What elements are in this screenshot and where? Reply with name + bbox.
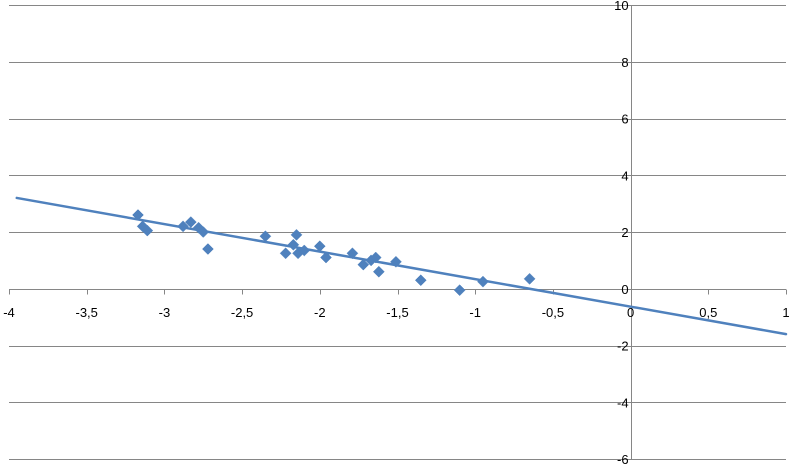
x-tick-label: 0: [627, 305, 634, 320]
x-tick-label: -3,5: [75, 305, 97, 320]
data-point: [357, 258, 370, 271]
data-point: [390, 255, 402, 268]
data-point: [184, 216, 197, 228]
x-tick-label: 0,5: [699, 305, 717, 320]
data-point: [372, 265, 385, 278]
x-tick-label: -1,5: [386, 305, 408, 320]
data-point: [177, 220, 189, 233]
data-point: [197, 226, 210, 238]
data-point: [287, 238, 300, 251]
trendline-layer: [15, 196, 788, 336]
x-tick-label: -1: [469, 305, 481, 320]
tick-labels: -4 -3,5 -3 -2,5 -2 -1,5 -1 -0,5 0 0,5 1 -6 -4 -2 0 2 4 6 8…: [3, 0, 789, 467]
x-tick-label: -0,5: [542, 305, 564, 320]
data-point: [313, 240, 326, 253]
y-tick-label: 6: [621, 112, 628, 127]
y-tick-label: 10: [614, 0, 628, 13]
data-point: [298, 244, 311, 257]
y-tick-label: -6: [617, 452, 629, 467]
data-point: [132, 209, 144, 221]
data-point: [346, 247, 359, 260]
data-point: [414, 274, 427, 287]
trendline: [15, 196, 788, 336]
data-point: [477, 275, 489, 288]
gridlines: [9, 5, 786, 460]
y-tick-label: 4: [621, 168, 628, 183]
data-point: [259, 230, 272, 243]
x-tick-label: -2: [314, 305, 326, 320]
x-tick-label: -3: [159, 305, 171, 320]
axes: [9, 5, 787, 460]
data-point: [279, 247, 292, 260]
y-tick-label: -4: [617, 395, 629, 410]
x-tick-label: -4: [3, 305, 15, 320]
data-point: [453, 284, 466, 297]
data-point: [202, 243, 214, 255]
x-tick-label: 1: [782, 305, 789, 320]
data-point: [523, 272, 536, 285]
y-tick-label: 0: [621, 282, 628, 297]
data-point: [320, 251, 332, 264]
data-point: [369, 251, 382, 264]
data-points: [132, 209, 536, 297]
x-tick-label: -2,5: [231, 305, 253, 320]
data-point: [141, 224, 154, 237]
data-point: [290, 228, 303, 241]
y-tick-label: -2: [617, 339, 629, 354]
y-tick-label: 2: [621, 225, 628, 240]
y-tick-label: 8: [621, 55, 628, 70]
